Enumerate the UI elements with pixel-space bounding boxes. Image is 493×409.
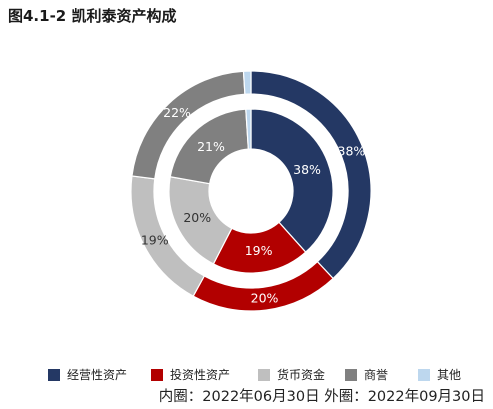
legend-item-investment-assets: 投资性资产	[151, 366, 230, 383]
legend-item-goodwill: 商誉	[345, 366, 388, 383]
outer-label-goodwill: 22%	[163, 105, 191, 120]
inner-label-investment: 19%	[245, 243, 273, 258]
outer-label-cash: 19%	[141, 233, 169, 248]
outer-slice-other	[242, 70, 252, 95]
inner-label-operating: 38%	[293, 162, 321, 177]
legend-swatch	[418, 368, 430, 381]
legend-label: 投资性资产	[170, 368, 231, 382]
legend: 经营性资产 投资性资产 货币资金 商誉 其他	[0, 366, 493, 386]
legend-label: 商誉	[364, 368, 389, 382]
legend-label: 经营性资产	[67, 368, 128, 382]
legend-item-operating-assets: 经营性资产	[48, 366, 127, 383]
outer-ring	[130, 70, 372, 312]
legend-label: 货币资金	[277, 368, 326, 382]
slice-labels: 38% 19% 20% 21% 38% 20% 19% 22%	[141, 105, 366, 306]
legend-swatch	[345, 368, 357, 381]
inner-slice-operating	[250, 108, 334, 253]
legend-item-cash: 货币资金	[258, 366, 325, 383]
legend-label: 其他	[437, 368, 462, 382]
inner-slice-other	[245, 108, 252, 150]
legend-item-other: 其他	[418, 366, 461, 383]
legend-swatch	[258, 368, 270, 381]
chart-title: 图4.1-2 凯利泰资产构成	[8, 7, 177, 25]
ring-date-note: 内圈：2022年06月30日 外圈：2022年09月30日	[158, 389, 485, 405]
inner-label-goodwill: 21%	[197, 139, 225, 154]
inner-label-cash: 20%	[183, 210, 211, 225]
outer-label-operating: 38%	[338, 144, 366, 159]
inner-ring	[168, 108, 334, 274]
outer-label-investment: 20%	[251, 291, 279, 306]
legend-swatch	[151, 368, 163, 381]
legend-swatch	[48, 368, 60, 381]
